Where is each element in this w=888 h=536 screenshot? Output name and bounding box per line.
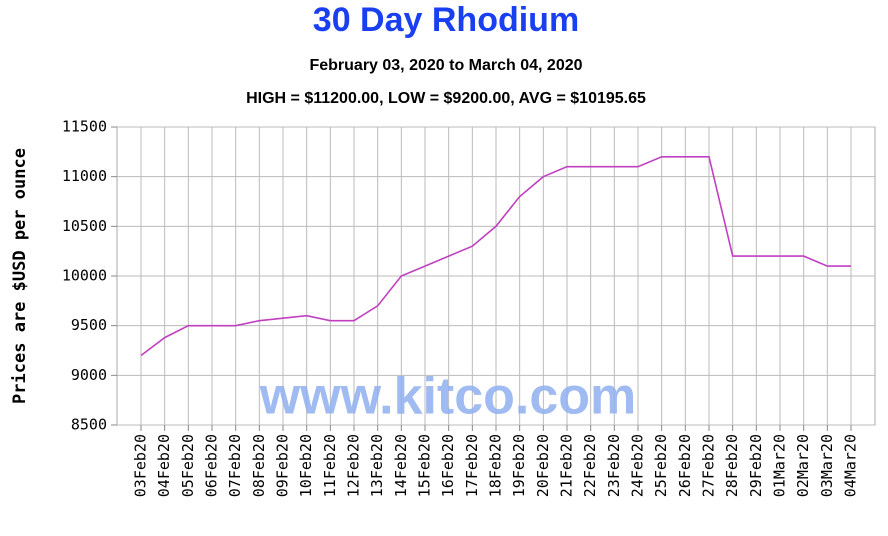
x-tick-label: 06Feb20 bbox=[203, 434, 221, 497]
y-tick-label: 11500 bbox=[62, 118, 107, 136]
y-tick-label: 9000 bbox=[71, 366, 107, 384]
y-tick-label: 10000 bbox=[62, 267, 107, 285]
y-tick-label: 8500 bbox=[71, 416, 107, 434]
x-tick-label: 03Feb20 bbox=[132, 434, 150, 497]
x-tick-label: 23Feb20 bbox=[605, 434, 623, 497]
x-tick-label: 27Feb20 bbox=[700, 434, 718, 497]
stats: HIGH = $11200.00, LOW = $9200.00, AVG = … bbox=[246, 90, 646, 107]
y-tick-label: 10500 bbox=[62, 217, 107, 235]
x-tick-label: 12Feb20 bbox=[345, 434, 363, 497]
x-tick-label: 07Feb20 bbox=[226, 434, 244, 497]
x-tick-label: 05Feb20 bbox=[179, 434, 197, 497]
y-tick-label: 11000 bbox=[62, 167, 107, 185]
x-tick-label: 04Feb20 bbox=[155, 434, 173, 497]
x-tick-label: 15Feb20 bbox=[416, 434, 434, 497]
x-tick-label: 14Feb20 bbox=[392, 434, 410, 497]
x-tick-label: 22Feb20 bbox=[581, 434, 599, 497]
x-tick-label: 16Feb20 bbox=[439, 434, 457, 497]
x-tick-label: 21Feb20 bbox=[558, 434, 576, 497]
x-tick-label: 13Feb20 bbox=[368, 434, 386, 497]
y-tick-label: 9500 bbox=[71, 316, 107, 334]
x-tick-label: 20Feb20 bbox=[534, 434, 552, 497]
x-tick-label: 24Feb20 bbox=[629, 434, 647, 497]
subtitle: February 03, 2020 to March 04, 2020 bbox=[309, 57, 582, 74]
x-tick-label: 26Feb20 bbox=[676, 434, 694, 497]
x-tick-label: 10Feb20 bbox=[297, 434, 315, 497]
x-tick-label: 02Mar20 bbox=[794, 434, 812, 497]
x-tick-label: 17Feb20 bbox=[463, 434, 481, 497]
x-tick-label: 28Feb20 bbox=[723, 434, 741, 497]
x-tick-label: 19Feb20 bbox=[510, 434, 528, 497]
chart-title: 30 Day Rhodium bbox=[313, 1, 579, 39]
x-tick-label: 09Feb20 bbox=[274, 434, 292, 497]
x-tick-label: 25Feb20 bbox=[652, 434, 670, 497]
y-axis-label: Prices are $USD per ounce bbox=[10, 148, 30, 404]
x-tick-label: 11Feb20 bbox=[321, 434, 339, 497]
price-line bbox=[140, 156, 851, 357]
x-tick-label: 18Feb20 bbox=[487, 434, 505, 497]
x-tick-label: 08Feb20 bbox=[250, 434, 268, 497]
x-tick-label: 03Mar20 bbox=[818, 434, 836, 497]
watermark: www.kitco.com bbox=[259, 368, 637, 426]
x-tick-label: 29Feb20 bbox=[747, 434, 765, 497]
x-tick-label: 01Mar20 bbox=[771, 434, 789, 497]
x-tick-label: 04Mar20 bbox=[842, 434, 860, 497]
